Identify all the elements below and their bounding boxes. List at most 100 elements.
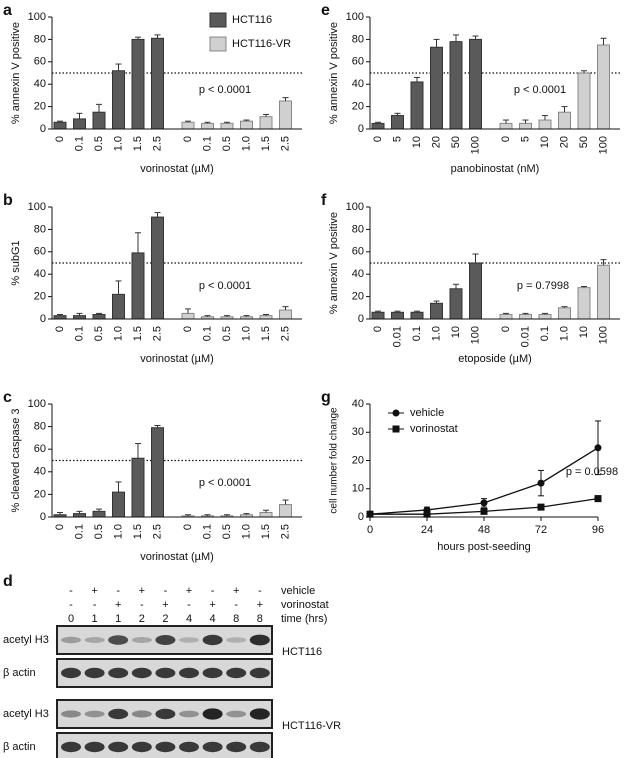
bar: [131, 252, 145, 320]
time-value: 1: [115, 613, 121, 625]
bar: [259, 511, 273, 518]
bar: [391, 311, 404, 320]
x-tick-label: 48: [478, 524, 490, 536]
treatment-sign: -: [164, 585, 168, 597]
band: [61, 667, 81, 679]
band: [202, 708, 223, 720]
y-tick-label: 40: [352, 268, 364, 280]
blot-row-label: β actin: [3, 741, 36, 753]
treatment-sign: -: [140, 599, 144, 611]
y-tick-label: 80: [34, 33, 46, 45]
bar: [538, 314, 552, 320]
bar: [410, 81, 424, 130]
x-axis-label: vorinostat (µM): [140, 353, 214, 365]
bar: [538, 119, 552, 130]
bar: [259, 315, 273, 320]
x-tick-label: 0: [500, 326, 512, 332]
treatment-sign: -: [116, 585, 120, 597]
y-tick-label: 100: [346, 11, 364, 23]
y-tick-label: 20: [34, 291, 46, 303]
x-tick-label: 20: [558, 136, 570, 148]
bar: [201, 122, 214, 130]
bar: [577, 287, 591, 320]
band: [108, 667, 129, 679]
band: [61, 710, 81, 718]
band: [61, 636, 81, 644]
panel-letter: f: [321, 192, 327, 209]
y-tick-label: 10: [352, 483, 364, 495]
bar: [131, 38, 145, 130]
bar: [131, 457, 145, 518]
treatment-sign: -: [258, 585, 262, 597]
treatment-sign: +: [209, 599, 215, 611]
x-tick-label: 0.5: [93, 136, 105, 151]
band: [84, 667, 105, 679]
y-tick-label: 20: [352, 291, 364, 303]
x-tick-label: 10: [450, 326, 462, 338]
x-tick-label: 1.0: [112, 326, 124, 341]
bar: [597, 264, 610, 320]
treatment-sign: -: [211, 585, 215, 597]
annotation: p = 0.0598: [566, 466, 618, 478]
x-tick-label: 0.1: [201, 136, 213, 151]
marker: [480, 507, 488, 515]
treatment-sign: +: [115, 599, 121, 611]
x-tick-label: 0.1: [411, 326, 423, 341]
x-tick-label: 0: [182, 524, 194, 530]
x-tick-label: 0: [54, 524, 66, 530]
time-value: 8: [233, 613, 239, 625]
annotation: p < 0.0001: [199, 84, 251, 96]
cell-line-label: HCT116-VR: [282, 720, 341, 732]
x-tick-label: 0.1: [73, 136, 85, 151]
y-axis-label: % annexin V positive: [328, 22, 340, 124]
bar: [112, 293, 125, 320]
marker: [423, 510, 431, 518]
time-value: 0: [68, 613, 74, 625]
x-tick-label: 2.5: [279, 326, 291, 341]
x-tick-label: 5: [519, 136, 531, 142]
x-tick-label: 0.1: [73, 524, 85, 539]
band: [84, 710, 105, 718]
x-tick-label: 0: [54, 326, 66, 332]
time-value: 2: [139, 613, 145, 625]
y-axis-label: % subG1: [10, 240, 22, 285]
marker: [392, 425, 400, 433]
band: [84, 637, 105, 643]
y-tick-label: 60: [34, 246, 46, 258]
band: [131, 667, 152, 679]
band: [226, 741, 247, 753]
x-tick-label: 0.5: [221, 524, 233, 539]
treatment-sign: -: [93, 599, 97, 611]
bar: [469, 38, 482, 130]
band: [155, 741, 176, 753]
legend-label: vehicle: [410, 407, 444, 419]
x-tick-label: 24: [421, 524, 433, 536]
band: [249, 741, 270, 753]
y-tick-label: 30: [352, 426, 364, 438]
x-axis-label: panobinostat (nM): [451, 163, 540, 175]
marker: [594, 444, 602, 452]
bar: [92, 111, 106, 130]
x-tick-label: 1.5: [260, 524, 272, 539]
x-tick-label: 0: [182, 326, 194, 332]
bar: [73, 118, 86, 130]
bar: [181, 121, 195, 130]
x-tick-label: 1.0: [240, 136, 252, 151]
y-tick-label: 20: [352, 101, 364, 113]
x-tick-label: 2.5: [151, 524, 163, 539]
blot-row-label: acetyl H3: [3, 708, 49, 720]
bar: [558, 307, 571, 320]
bar: [220, 122, 234, 130]
y-tick-label: 80: [34, 421, 46, 433]
y-tick-label: 80: [352, 33, 364, 45]
marker: [392, 409, 400, 417]
bar: [449, 288, 463, 320]
panel-letter: e: [321, 2, 330, 19]
annotation: p < 0.0001: [514, 84, 566, 96]
y-tick-label: 0: [358, 123, 364, 135]
y-tick-label: 60: [34, 443, 46, 455]
panel-letter: d: [3, 573, 13, 590]
x-tick-label: 0.1: [201, 326, 213, 341]
bar: [259, 116, 273, 130]
